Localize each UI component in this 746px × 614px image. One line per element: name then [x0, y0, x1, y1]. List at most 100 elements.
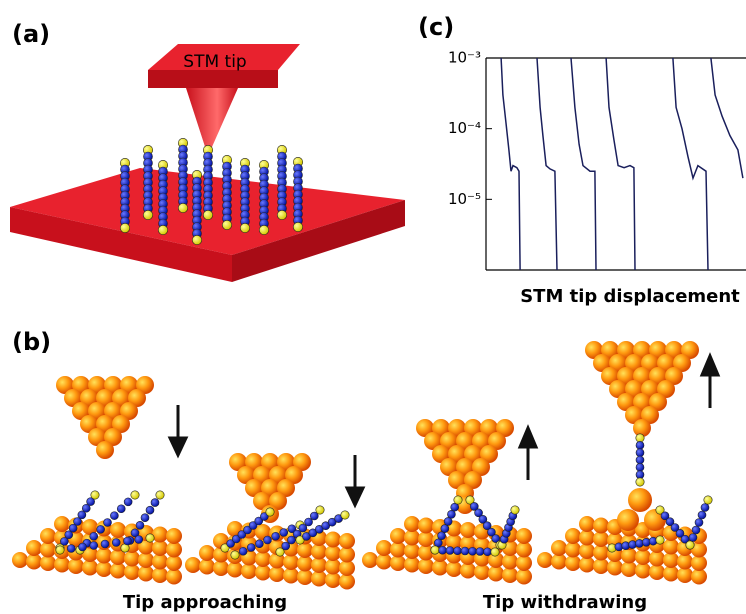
gold-atom: [551, 540, 567, 556]
chain-atom: [239, 547, 247, 555]
end-atom: [143, 210, 152, 219]
end-atom: [636, 478, 644, 486]
chain-atom: [282, 542, 290, 550]
chain-atom: [692, 526, 700, 534]
end-atom: [259, 225, 268, 234]
gold-atom: [199, 545, 215, 561]
chain-atom: [636, 441, 644, 449]
gold-atom: [110, 522, 126, 538]
chain-atom: [454, 547, 462, 555]
end-atom: [266, 508, 274, 516]
chain-atom: [636, 449, 644, 457]
trace: [501, 58, 743, 270]
chain-atom: [438, 532, 446, 540]
chart: 10⁻³ 10⁻⁴ 10⁻⁵: [448, 49, 746, 271]
chain-atom: [117, 505, 125, 513]
chain-atom: [90, 542, 98, 550]
end-atom: [158, 225, 167, 234]
end-atom: [431, 546, 439, 554]
end-atom: [316, 506, 324, 514]
chain-atom: [636, 463, 644, 471]
chain-atom: [287, 536, 295, 544]
end-atom: [146, 534, 154, 542]
chain-atom: [461, 547, 469, 555]
tip-plate-side: [148, 70, 278, 88]
gold-atom: [593, 518, 609, 534]
chain-atom: [441, 525, 449, 533]
chain-atom: [79, 543, 87, 551]
gold-atom: [418, 518, 434, 534]
chain-atom: [146, 506, 154, 514]
end-atom: [704, 496, 712, 504]
chain-atom: [136, 521, 144, 529]
tip-cone: [186, 88, 238, 156]
end-atom: [178, 203, 187, 212]
gold-atom: [152, 527, 168, 543]
chain-atom: [299, 524, 307, 532]
panel-label: (a): [12, 20, 50, 48]
end-atom: [656, 536, 664, 544]
chain-atom: [67, 545, 75, 553]
end-atom: [240, 223, 249, 232]
y-tick-label: 10⁻⁴: [448, 119, 481, 137]
gold-atom: [12, 552, 28, 568]
gold-atom: [96, 441, 114, 459]
chain-atom: [280, 529, 288, 537]
y-tick-label: 10⁻⁵: [448, 190, 481, 208]
page: (a) STM tip (b) Tip approaching Tip with…: [0, 0, 746, 614]
chain-atom: [444, 517, 452, 525]
gold-atom: [26, 540, 42, 556]
gold-atom: [185, 557, 201, 573]
chain-atom: [272, 532, 280, 540]
chain-atom: [247, 544, 255, 552]
gold-atom: [404, 516, 420, 532]
chain-atom: [97, 525, 105, 533]
y-tick-label: 10⁻³: [448, 49, 481, 67]
gold-atom: [516, 528, 532, 544]
end-atom: [203, 210, 212, 219]
chain-atom: [439, 546, 447, 554]
end-atom: [231, 551, 239, 559]
gold-atom: [617, 509, 639, 531]
gold-atom: [579, 516, 595, 532]
chain-atom: [124, 498, 132, 506]
chain-atom: [701, 504, 709, 512]
chain-atom: [141, 514, 149, 522]
end-atom: [341, 511, 349, 519]
chain-atom: [124, 537, 132, 545]
gold-atom: [54, 516, 70, 532]
chain-atom: [698, 511, 706, 519]
chain-atom: [112, 539, 120, 547]
gold-atom: [40, 528, 56, 544]
end-atom: [120, 223, 129, 232]
end-atom: [222, 220, 231, 229]
end-atom: [131, 491, 139, 499]
caption: Tip withdrawing: [483, 592, 647, 613]
end-atom: [686, 541, 694, 549]
end-atom: [156, 491, 164, 499]
chain-atom: [636, 456, 644, 464]
chain-atom: [255, 540, 263, 548]
end-atom: [277, 210, 286, 219]
gold-atom: [166, 528, 182, 544]
end-atom: [91, 491, 99, 499]
gold-atom: [390, 528, 406, 544]
end-atom: [511, 506, 519, 514]
panel-label: (b): [12, 328, 51, 356]
end-atom: [454, 496, 462, 504]
chain-atom: [689, 534, 697, 542]
chain-atom: [446, 547, 454, 555]
x-axis-label: STM tip displacement: [520, 286, 740, 307]
chain-atom: [101, 540, 109, 548]
end-atom: [491, 548, 499, 556]
chain-atom: [447, 510, 455, 518]
panel-label: (c): [418, 13, 454, 41]
chain-atom: [636, 471, 644, 479]
end-atom: [56, 546, 64, 554]
chain-atom: [695, 519, 703, 527]
gold-atom: [460, 522, 476, 538]
atoms: [12, 341, 712, 590]
chain-atom: [151, 499, 159, 507]
chain-atom: [110, 512, 118, 520]
end-atom: [192, 235, 201, 244]
